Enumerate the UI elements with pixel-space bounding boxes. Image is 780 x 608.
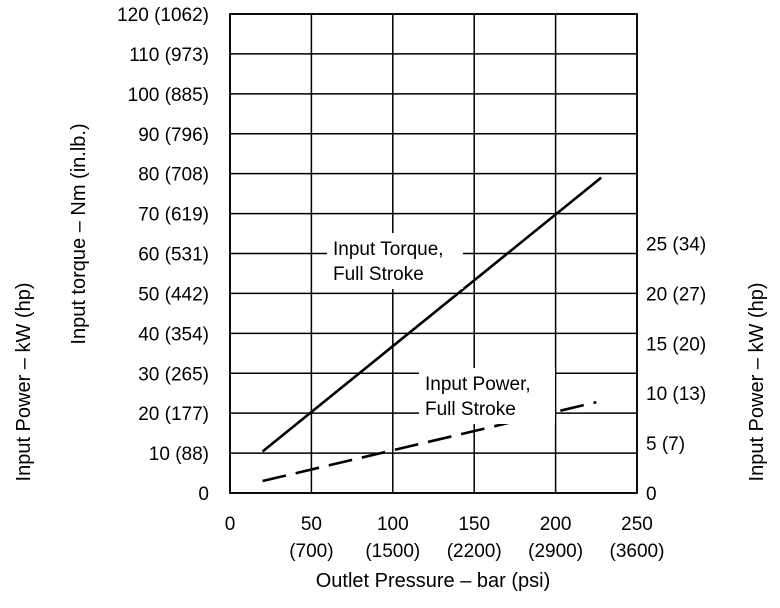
annotation-label: Full Stroke — [333, 264, 424, 285]
annotation-label: Input Torque, — [333, 239, 444, 260]
y-right-tick-label: 25 (34) — [646, 235, 706, 256]
y-left-inner-title: Input torque – Nm (in.lb.) — [68, 123, 90, 344]
y-left-tick-label: 120 (1062) — [117, 5, 209, 26]
x-axis-title: Outlet Pressure – bar (psi) — [316, 570, 551, 592]
tick-labels: 0 10 (88) 20 (177) 30 (265) 40 (354) 50 (442)… — [117, 5, 706, 562]
y-right-tick-label: 10 (13) — [646, 384, 706, 405]
x-tick-sublabel: (3600) — [610, 541, 665, 562]
x-tick-label: 100 — [377, 514, 409, 535]
annotation-label: Full Stroke — [425, 399, 516, 420]
y-left-tick-label: 70 (619) — [138, 205, 209, 226]
x-tick-label: 150 — [458, 514, 490, 535]
y-left-outer-title: Input Power – kW (hp) — [13, 283, 35, 482]
x-tick-sublabel: (2200) — [447, 541, 502, 562]
annotations: Input Torque, Full Stroke Input Power, Full… — [327, 233, 555, 424]
y-left-tick-label: 60 (531) — [138, 245, 209, 266]
y-left-tick-label: 50 (442) — [138, 284, 209, 305]
series-line-input-torque — [261, 176, 603, 453]
y-left-tick-label: 110 (973) — [129, 45, 209, 66]
annotation-label: Input Power, — [425, 374, 531, 395]
x-tick-sublabel: (2900) — [528, 541, 583, 562]
y-left-tick-label: 20 (177) — [138, 404, 209, 425]
series-layer — [261, 176, 603, 483]
x-tick-sublabel: (700) — [289, 541, 333, 562]
y-left-tick-label: 40 (354) — [138, 324, 209, 345]
plot-frame — [229, 13, 638, 494]
y-right-tick-label: 15 (20) — [646, 334, 706, 355]
x-tick-label: 50 — [301, 514, 322, 535]
y-left-tick-label: 80 (708) — [138, 165, 209, 186]
axis-titles: Outlet Pressure – bar (psi) Input Power … — [13, 123, 768, 592]
annotation-background — [327, 233, 463, 289]
y-right-tick-label: 5 (7) — [646, 434, 685, 455]
x-tick-label: 0 — [225, 514, 236, 535]
annotation-background — [419, 368, 555, 424]
x-tick-sublabel: (1500) — [365, 541, 420, 562]
y-left-tick-label: 90 (796) — [138, 125, 209, 146]
y-right-title: Input Power – kW (hp) — [746, 283, 768, 482]
y-left-tick-label: 0 — [198, 484, 209, 505]
y-right-tick-label: 0 — [646, 484, 657, 505]
y-right-tick-label: 20 (27) — [646, 284, 706, 305]
y-left-tick-label: 30 (265) — [138, 364, 209, 385]
x-tick-label: 250 — [621, 514, 653, 535]
x-tick-label: 200 — [540, 514, 572, 535]
grid — [229, 13, 638, 494]
y-left-tick-label: 10 (88) — [149, 444, 209, 465]
y-left-tick-label: 100 (885) — [128, 85, 209, 106]
